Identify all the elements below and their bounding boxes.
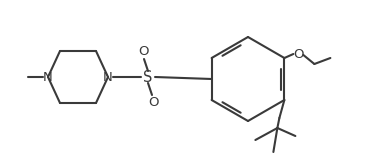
Text: O: O (148, 97, 158, 109)
Text: N: N (43, 71, 53, 83)
Text: N: N (103, 71, 113, 83)
Text: S: S (143, 69, 153, 85)
Text: O: O (293, 47, 304, 61)
Text: O: O (138, 45, 148, 57)
